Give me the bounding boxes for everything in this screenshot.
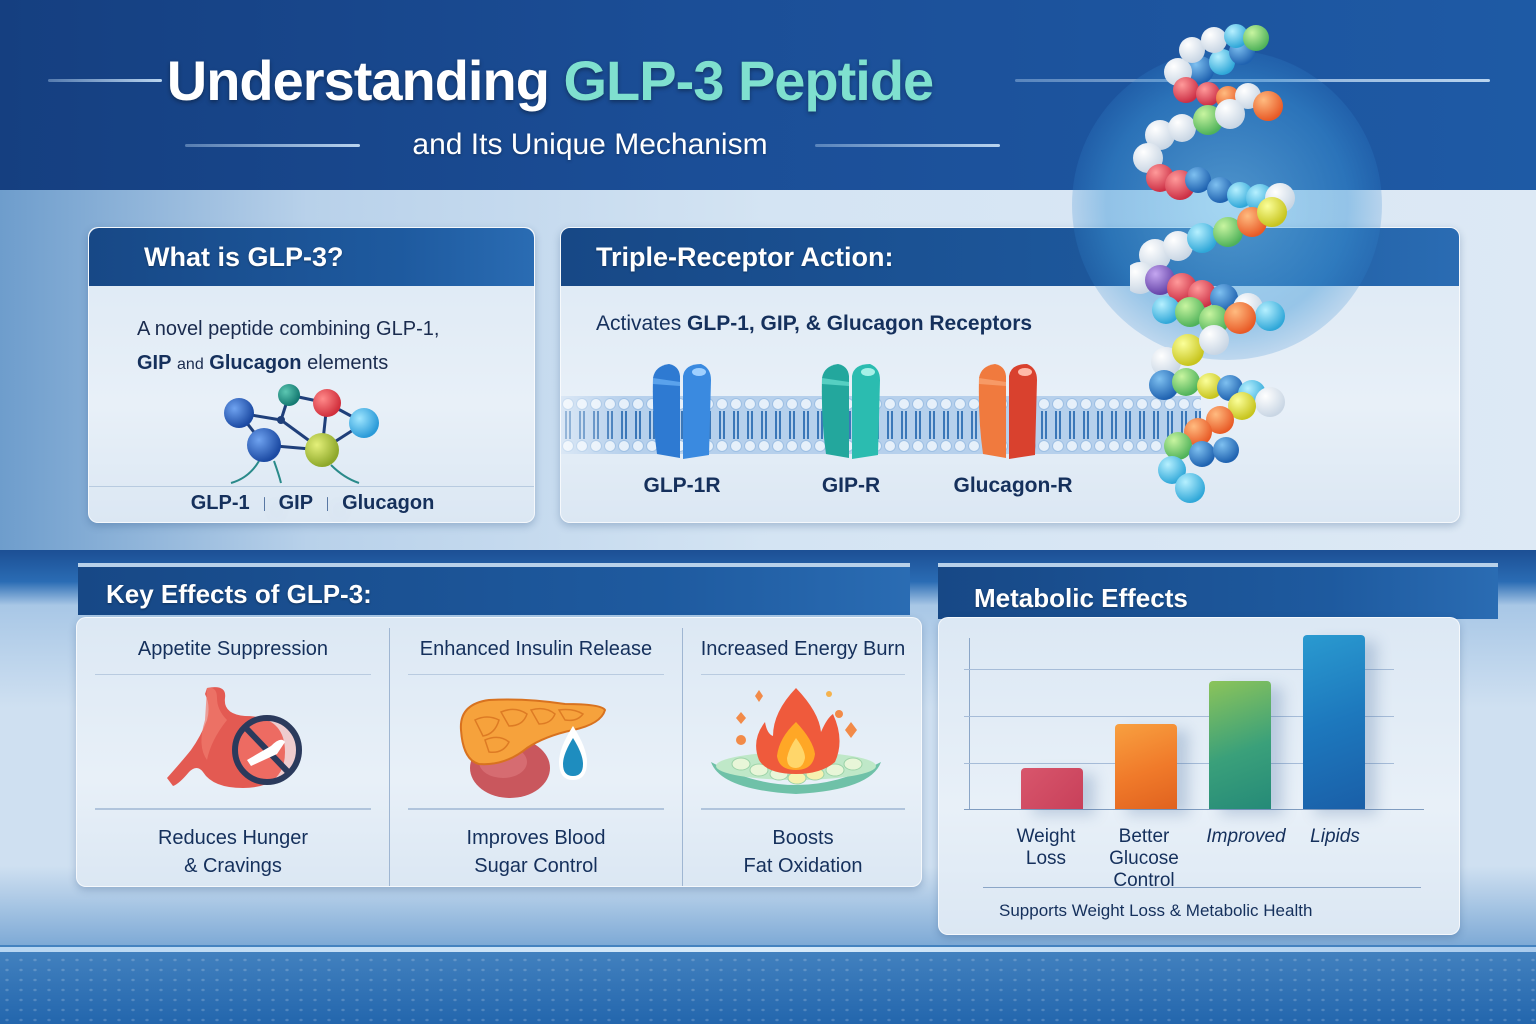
subtitle-rule-right [815,144,1000,147]
effect-energy: Increased Energy Burn Boosts Fat Oxidati… [683,618,921,886]
x-tick-label: Weight Loss [1016,826,1076,869]
bottom-stripe [0,947,1536,952]
effect-description: Reduces Hunger & Cravings [157,827,309,877]
effect-description: Improves Blood Sugar Control [466,827,606,877]
divider [701,674,905,675]
divider [983,887,1421,888]
metabolic-bar-chart [964,635,1429,813]
divider [89,486,534,487]
bar-improved [1209,681,1271,809]
flame-fat-icon [711,688,881,794]
divider [701,808,905,810]
column-divider [682,628,683,886]
peptide-helix-icon [1130,24,1295,503]
label-separator [263,496,265,511]
title-rule-left [48,79,162,82]
y-axis [969,638,970,810]
metabolic-header: Metabolic Effects [938,563,1498,619]
glp1-receptor-icon [652,364,711,459]
effect-description: Boosts Fat Oxidation [743,827,863,877]
divider [95,674,371,675]
receptor-label: GLP-1R [643,474,721,497]
bar-lipids [1303,635,1365,809]
metabolic-card: Weight Loss Better Glucose Control Impro… [938,617,1460,935]
effect-title: Enhanced Insulin Release [419,638,653,660]
what-is-heading: What is GLP-3? [89,228,534,286]
label-separator [327,496,329,511]
divider [408,808,664,810]
x-tick-label: Better Glucose Control [1109,826,1179,891]
divider [408,674,664,675]
what-is-card: What is GLP-3? A novel peptide combining… [88,227,535,523]
bar-glucose-control [1115,724,1177,809]
label-gip: GIP [278,492,314,514]
triple-receptor-description: Activates GLP-1, GIP, & Glucagon Recepto… [596,312,1033,335]
label-glucagon: Glucagon [342,492,435,514]
effect-appetite: Appetite Suppression Reduces Hunger & Cr… [77,618,389,886]
gip-receptor-icon [821,364,880,459]
key-effects-card: Appetite Suppression Reduces Hunger & Cr… [76,617,922,887]
receptor-label: Glucagon-R [953,474,1073,497]
effect-title: Appetite Suppression [137,638,329,660]
gridline [964,716,1394,717]
bar-weight-loss [1021,768,1083,809]
metabolic-heading: Metabolic Effects [938,563,1498,619]
key-effects-header: Key Effects of GLP-3: [78,563,910,615]
page-subtitle: and Its Unique Mechanism [412,128,768,161]
label-glp1: GLP-1 [190,492,250,514]
receptor-label: GIP-R [821,474,881,497]
metabolic-footer: Supports Weight Loss & Metabolic Health [999,901,1313,920]
x-tick-label: Lipids [1310,826,1360,847]
what-is-description: A novel peptide combining GLP-1, GIP and… [137,318,440,374]
molecule-icon [224,384,379,484]
component-labels: GLP-1 GIP Glucagon [89,492,534,515]
divider [95,808,371,810]
effect-insulin: Enhanced Insulin Release Improves Blood … [390,618,682,886]
gridline [964,763,1394,764]
glucagon-receptor-icon [978,364,1037,459]
stomach-no-food-icon [167,687,302,788]
title-accent: GLP-3 Peptide [563,49,934,112]
x-axis [964,809,1424,810]
pancreas-insulin-drop-icon [459,698,607,798]
key-effects-heading: Key Effects of GLP-3: [78,563,910,615]
column-divider [389,628,390,886]
page-title: Understanding GLP-3 Peptide [166,49,934,112]
subtitle-rule-left [185,144,360,147]
bottom-background-band [0,945,1536,1024]
effect-title: Increased Energy Burn [700,638,906,660]
x-tick-label: Improved [1206,826,1286,847]
gridline [964,669,1394,670]
